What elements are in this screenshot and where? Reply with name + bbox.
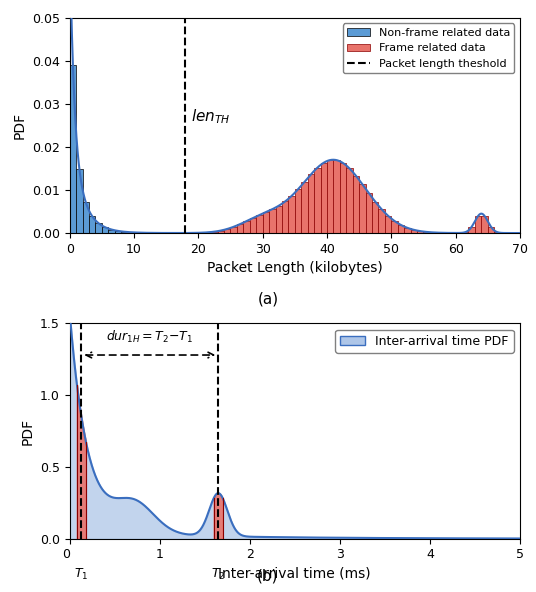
Bar (314, 168, 321, 233)
Bar (243, 221, 250, 233)
Bar (327, 160, 333, 233)
Y-axis label: PDF: PDF (20, 417, 34, 445)
Bar (462, 232, 468, 233)
Bar (488, 227, 494, 233)
Y-axis label: PDF: PDF (12, 112, 26, 139)
Text: (a): (a) (257, 291, 279, 307)
Bar (359, 184, 366, 233)
Bar (378, 209, 385, 233)
Bar (76, 169, 83, 233)
X-axis label: Packet Length (kilobytes): Packet Length (kilobytes) (207, 261, 383, 275)
Bar (263, 212, 269, 233)
Bar (404, 228, 411, 233)
Bar (276, 206, 282, 233)
Bar (494, 232, 501, 233)
Bar (83, 202, 89, 233)
Bar (224, 229, 230, 233)
Bar (269, 209, 276, 233)
Legend: Inter-arrival time PDF: Inter-arrival time PDF (336, 330, 513, 353)
Bar (372, 202, 378, 233)
Bar (321, 163, 327, 233)
Bar (385, 215, 391, 233)
Bar (115, 231, 121, 233)
Bar (411, 230, 417, 233)
Bar (417, 231, 423, 233)
Bar (423, 232, 430, 233)
Bar (468, 227, 475, 233)
Bar (353, 176, 359, 233)
Bar (366, 193, 372, 233)
Text: $len_{TH}$: $len_{TH}$ (191, 107, 230, 126)
Bar (475, 216, 481, 233)
Legend: Non-frame related data, Frame related data, Packet length theshold: Non-frame related data, Frame related da… (343, 23, 515, 73)
Bar (128, 232, 134, 233)
Bar (102, 227, 108, 233)
Bar (295, 189, 301, 233)
Bar (282, 201, 288, 233)
Bar (250, 218, 256, 233)
Bar (333, 160, 340, 233)
Bar (346, 169, 353, 233)
Bar (340, 163, 346, 233)
Bar (211, 231, 218, 233)
Bar (70, 65, 76, 233)
Bar (237, 224, 243, 233)
Bar (398, 225, 404, 233)
Bar (108, 230, 115, 233)
Bar (205, 232, 211, 233)
Bar (218, 230, 224, 233)
Bar (288, 196, 295, 233)
Bar (308, 175, 314, 233)
Bar (230, 227, 237, 233)
Bar (481, 216, 488, 233)
Text: $T_2$: $T_2$ (211, 567, 225, 582)
X-axis label: Inter-arrival time (ms): Inter-arrival time (ms) (219, 567, 371, 581)
Bar (95, 223, 102, 233)
Text: $dur_{1H} = T_2\mathregular{-}T_1$: $dur_{1H} = T_2\mathregular{-}T_1$ (106, 329, 193, 345)
Bar (256, 215, 263, 233)
Text: (b): (b) (257, 568, 279, 583)
Bar (391, 221, 398, 233)
Text: $T_1$: $T_1$ (74, 567, 88, 582)
Bar (89, 216, 95, 233)
Bar (301, 182, 308, 233)
Bar (121, 231, 128, 233)
